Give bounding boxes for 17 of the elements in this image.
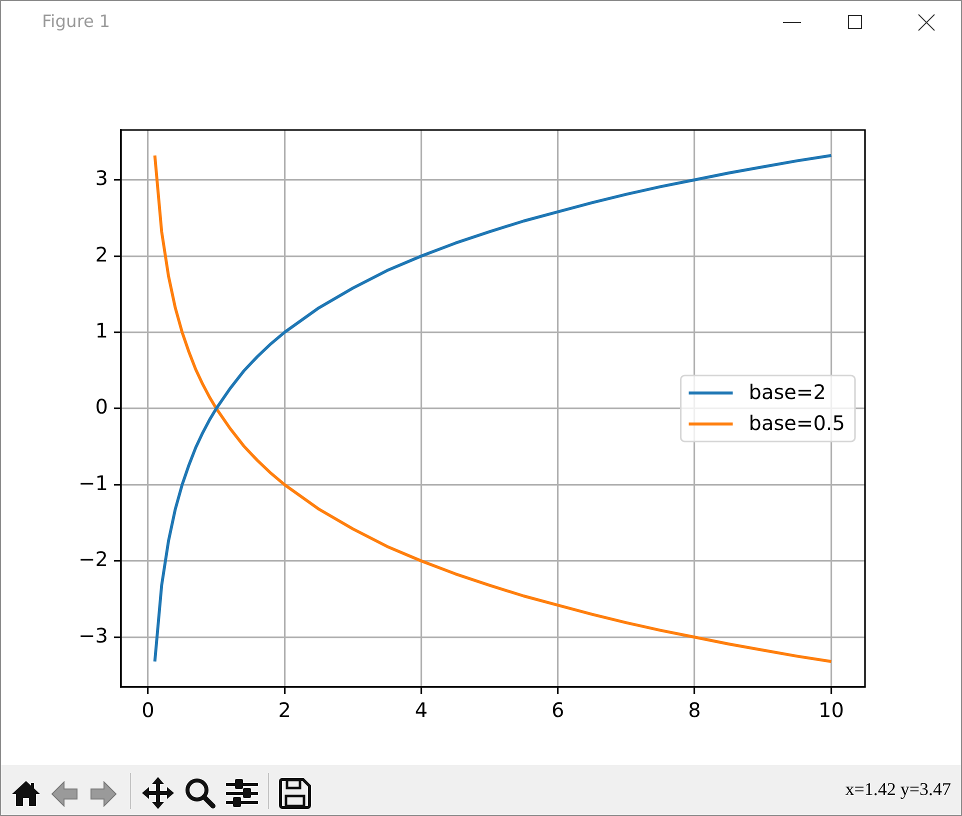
- text: x=1.42 y=3.47: [845, 779, 951, 800]
- y-tick-label: 3: [95, 166, 108, 190]
- x-tick-label: 0: [142, 698, 154, 722]
- x-tick-label: 8: [688, 698, 701, 722]
- y-tick-label: −1: [78, 470, 108, 495]
- x-tick-label: 2: [278, 698, 291, 722]
- chart-title: Figure 1: [42, 12, 110, 32]
- y-tick-label: 0: [95, 394, 108, 419]
- x-tick-label: 6: [552, 698, 564, 722]
- y-tick-label: 1: [95, 318, 108, 342]
- x-tick-label: 10: [818, 698, 844, 722]
- y-tick-label: 2: [95, 242, 108, 266]
- y-tick-label: −3: [78, 623, 108, 648]
- legend-label: base=2: [748, 380, 826, 404]
- x-tick-label: 4: [414, 698, 428, 722]
- y-tick-label: −2: [78, 547, 108, 572]
- legend-label: base=0.5: [748, 411, 846, 436]
